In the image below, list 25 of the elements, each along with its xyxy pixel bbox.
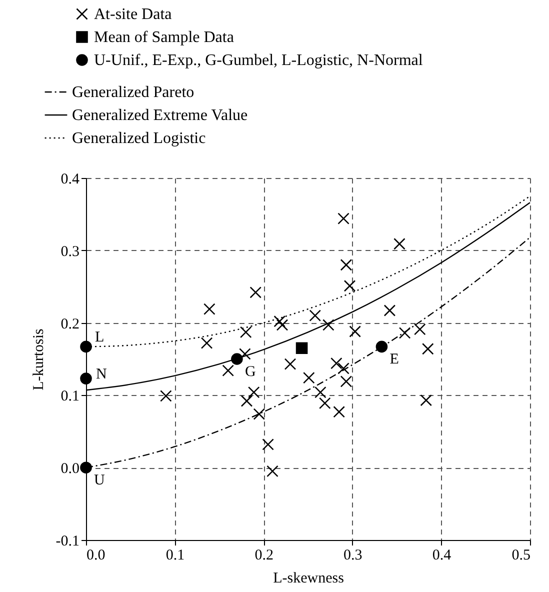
- annotation: L: [95, 330, 104, 346]
- y-tick-label: -0.1: [56, 534, 80, 550]
- y-tick-label: 0.1: [60, 388, 80, 405]
- annotation: G: [244, 364, 256, 380]
- annotation: N: [96, 366, 107, 383]
- y-axis-title: L-kurtosis: [30, 328, 47, 390]
- legend-label: At-site Data: [94, 6, 172, 23]
- legend-label: Mean of Sample Data: [94, 29, 234, 46]
- x-tick-label: 0.5: [512, 548, 530, 564]
- x-tick-label: 0.0: [86, 548, 106, 564]
- y-tick-label: 0.4: [60, 172, 80, 188]
- x-tick-label: 0.3: [344, 548, 362, 564]
- y-tick-label: 0.0: [60, 461, 80, 478]
- legend-label: Generalized Pareto: [72, 84, 194, 101]
- x-tick-label: 0.4: [432, 548, 452, 564]
- legend-label: Generalized Extreme Value: [72, 107, 248, 124]
- x-tick-label: 0.1: [166, 548, 185, 564]
- x-axis-title: L-skewness: [273, 570, 344, 586]
- y-tick-label: 0.2: [60, 316, 80, 332]
- x-tick-label: 0.2: [254, 548, 274, 564]
- annotation: E: [390, 352, 399, 368]
- legend-label: U-Unif., E-Exp., G-Gumbel, L-Logistic, N-Normal: [94, 52, 424, 69]
- annotation: U: [94, 472, 105, 489]
- legend-label: Generalized Logistic: [72, 130, 206, 147]
- y-tick-label: 0.3: [60, 244, 80, 260]
